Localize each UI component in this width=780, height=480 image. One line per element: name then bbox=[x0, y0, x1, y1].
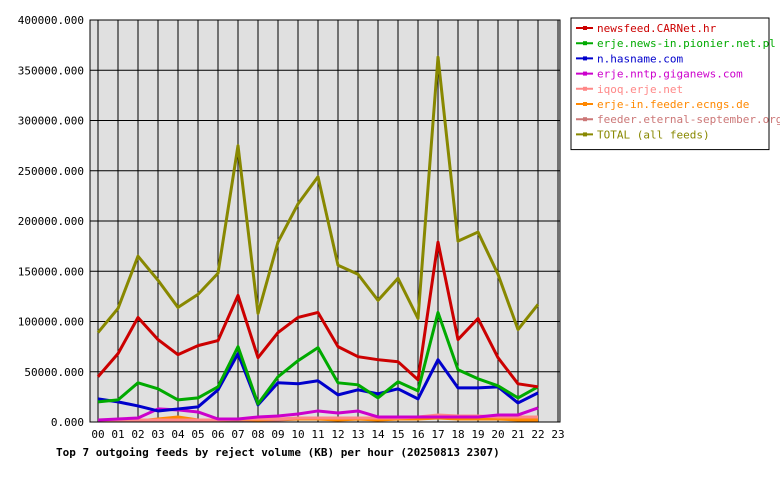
legend-marker bbox=[583, 86, 587, 91]
x-tick-label: 05 bbox=[191, 428, 204, 441]
legend-marker bbox=[583, 102, 587, 106]
y-tick-label: 50000.000 bbox=[24, 366, 84, 379]
x-tick-label: 07 bbox=[231, 428, 244, 441]
x-tick-label: 02 bbox=[131, 428, 144, 441]
y-tick-label: 400000.000 bbox=[18, 14, 84, 27]
x-tick-label: 16 bbox=[411, 428, 424, 441]
legend-marker bbox=[583, 71, 587, 76]
y-axis: 0.000 50000.000 100000.000 150000.000 200000… bbox=[18, 14, 84, 429]
x-tick-label: 18 bbox=[451, 428, 464, 441]
legend-label: n.hasname.com bbox=[597, 52, 683, 65]
legend: newsfeed.CARNet.hr erje.news-in.pionier.n… bbox=[570, 17, 780, 151]
y-tick-label: 100000.000 bbox=[18, 316, 84, 329]
x-tick-label: 13 bbox=[351, 428, 364, 441]
x-tick-label: 09 bbox=[271, 428, 284, 441]
y-tick-label: 300000.000 bbox=[18, 115, 84, 128]
x-tick-label: 22 bbox=[531, 428, 544, 441]
x-tick-label: 04 bbox=[171, 428, 185, 441]
legend-label: TOTAL (all feeds) bbox=[597, 128, 710, 141]
legend-marker bbox=[583, 132, 587, 137]
legend-label: newsfeed.CARNet.hr bbox=[597, 22, 717, 35]
x-tick-label: 06 bbox=[211, 428, 224, 441]
x-tick-label: 19 bbox=[471, 428, 484, 441]
x-tick-label: 08 bbox=[251, 428, 264, 441]
legend-marker bbox=[583, 26, 587, 30]
legend-label: feeder.eternal-september.org bbox=[597, 113, 780, 126]
y-tick-label: 0.000 bbox=[51, 416, 84, 429]
x-tick-label: 03 bbox=[151, 428, 164, 441]
x-tick-label: 21 bbox=[511, 428, 524, 441]
x-tick-label: 01 bbox=[111, 428, 124, 441]
legend-label: iqoq.erje.net bbox=[597, 83, 683, 96]
legend-marker bbox=[583, 56, 587, 61]
series-line bbox=[97, 310, 539, 406]
y-tick-label: 150000.000 bbox=[18, 265, 84, 278]
series-lines bbox=[96, 55, 540, 423]
chart-title: Top 7 outgoing feeds by reject volume (K… bbox=[56, 446, 500, 459]
x-tick-label: 17 bbox=[431, 428, 444, 441]
x-tick-label: 10 bbox=[291, 428, 304, 441]
x-tick-label: 00 bbox=[91, 428, 104, 441]
x-axis: 00 01 02 03 04 05 06 07 08 09 10 11 12 13 14 15 16 17 18 19… bbox=[91, 428, 564, 441]
legend-label: erje.nntp.giganews.com bbox=[597, 68, 743, 81]
legend-label: erje-in.feeder.ecngs.de bbox=[597, 98, 749, 111]
legend-marker bbox=[583, 117, 587, 122]
series-line bbox=[96, 55, 540, 334]
series-line bbox=[96, 240, 539, 389]
legend-label: erje.news-in.pionier.net.pl bbox=[597, 37, 776, 50]
x-tick-label: 14 bbox=[371, 428, 385, 441]
x-tick-label: 20 bbox=[491, 428, 504, 441]
y-tick-label: 200000.000 bbox=[18, 215, 84, 228]
x-tick-label: 15 bbox=[391, 428, 404, 441]
series-line bbox=[97, 352, 539, 413]
legend-box bbox=[570, 17, 770, 151]
legend-marker bbox=[583, 41, 587, 46]
x-tick-label: 23 bbox=[551, 428, 564, 441]
x-tick-label: 12 bbox=[331, 428, 344, 441]
plot-border bbox=[89, 19, 561, 423]
y-tick-label: 350000.000 bbox=[18, 64, 84, 77]
x-tick-label: 11 bbox=[311, 428, 324, 441]
y-tick-label: 250000.000 bbox=[18, 165, 84, 178]
